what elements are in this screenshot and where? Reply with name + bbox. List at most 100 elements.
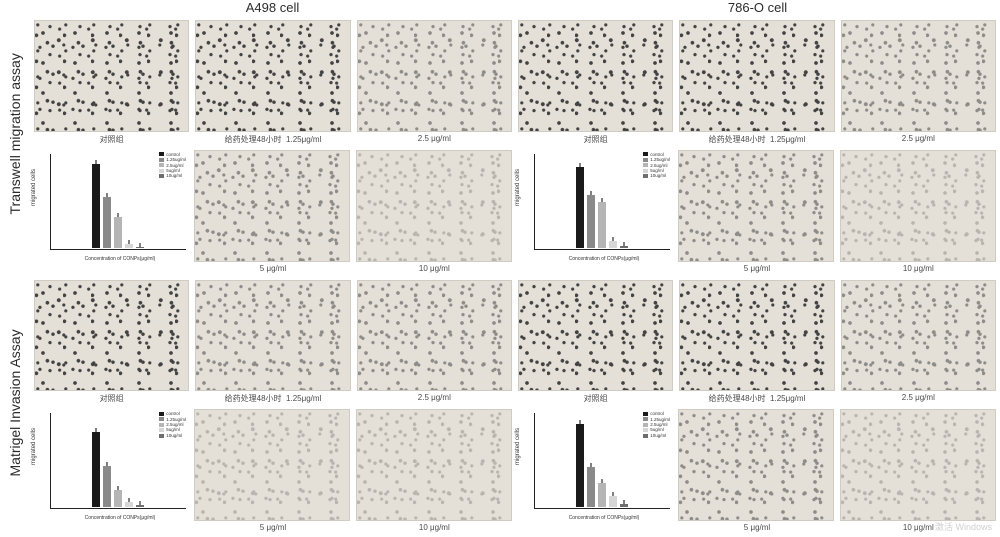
lbl: 10 μg/ml <box>841 264 996 278</box>
chart-invasion-a498: migrated cells Concentration of CONPs(μg… <box>34 409 188 521</box>
migration-labels-r1: 对照组 给药处理48小时 1.25μg/ml 2.5 μg/ml 对照组 给药处… <box>30 134 1000 148</box>
micrograph-a498-mig-1-25 <box>195 20 350 132</box>
migration-row1 <box>30 18 1000 134</box>
micrograph-786o-inv-2-5 <box>841 280 996 392</box>
chart-bar <box>609 496 617 507</box>
micrograph-a498-inv-10 <box>356 409 512 521</box>
lbl: 给药处理48小时 1.25μg/ml <box>679 393 834 407</box>
micrograph-786o-inv-10 <box>840 409 996 521</box>
lbl: 对照组 <box>518 393 673 407</box>
micrograph-786o-inv-5 <box>678 409 834 521</box>
micrograph-786o-mig-1-25 <box>679 20 834 132</box>
chart-bar <box>92 164 100 247</box>
lbl: 给药处理48小时 1.25μg/ml <box>679 134 834 148</box>
micrograph-a498-inv-5 <box>194 409 350 521</box>
lbl: 2.5 μg/ml <box>357 134 512 148</box>
invasion-labels-r1: 对照组 给药处理48小时 1.25μg/ml 2.5 μg/ml 对照组 给药处… <box>30 393 1000 407</box>
col-header-a498: A498 cell <box>30 0 515 18</box>
786o-invasion-r1 <box>518 280 996 392</box>
a498-invasion-r1 <box>34 280 512 392</box>
micrograph-a498-inv-1-25 <box>195 280 350 392</box>
lbl: 给药处理48小时 1.25μg/ml <box>195 134 350 148</box>
chart-ylabel: migrated cells <box>515 169 521 206</box>
chart-bar <box>620 246 628 247</box>
micrograph-786o-mig-control <box>518 20 673 132</box>
chart-bar <box>609 241 617 248</box>
chart-bar <box>125 502 133 507</box>
chart-bar <box>587 467 595 507</box>
lbl: 10 μg/ml <box>841 523 996 537</box>
lbl: 2.5 μg/ml <box>357 393 512 407</box>
invasion-block: 对照组 给药处理48小时 1.25μg/ml 2.5 μg/ml 对照组 给药处… <box>30 278 1000 537</box>
invasion-row2: migrated cells Concentration of CONPs(μg… <box>30 407 1000 523</box>
lbl: 10 μg/ml <box>357 523 512 537</box>
chart-xlabel: Concentration of CONPs(μg/ml) <box>536 256 672 262</box>
micrograph-a498-inv-2-5 <box>357 280 512 392</box>
lbl: 对照组 <box>34 134 189 148</box>
micrograph-a498-mig-2-5 <box>357 20 512 132</box>
chart-bar <box>103 197 111 247</box>
chart-bar <box>114 217 122 247</box>
786o-migration-r2: migrated cells Concentration of CONPs(μg… <box>518 150 996 262</box>
chart-ylabel: migrated cells <box>31 428 37 465</box>
chart-bar <box>598 202 606 248</box>
chart-invasion-786o: migrated cells Concentration of CONPs(μg… <box>518 409 672 521</box>
panels: A498 cell 786-O cell 对照组 <box>30 0 1000 537</box>
lbl: 5 μg/ml <box>195 264 350 278</box>
micrograph-a498-inv-control <box>34 280 189 392</box>
lbl: 10 μg/ml <box>357 264 512 278</box>
migration-row2: migrated cells Concentration of CONPs(μg… <box>30 148 1000 264</box>
micrograph-786o-inv-control <box>518 280 673 392</box>
lbl: 5 μg/ml <box>679 523 834 537</box>
chart-bar <box>576 167 584 247</box>
figure-container: Transwell migration assay Matrigel Invas… <box>0 0 1000 537</box>
lbl: 对照组 <box>34 393 189 407</box>
chart-migration-786o: migrated cells Concentration of CONPs(μg… <box>518 150 672 262</box>
786o-invasion-r2: migrated cells Concentration of CONPs(μg… <box>518 409 996 521</box>
row-labels: Transwell migration assay Matrigel Invas… <box>0 0 30 537</box>
chart-legend: control1.25ug/ml2.5ug/ml5ug/ml10ug/ml <box>159 411 186 438</box>
lbl: 2.5 μg/ml <box>841 393 996 407</box>
lbl: 5 μg/ml <box>679 264 834 278</box>
micrograph-786o-mig-5 <box>678 150 834 262</box>
chart-xlabel: Concentration of CONPs(μg/ml) <box>536 515 672 521</box>
invasion-row1 <box>30 278 1000 394</box>
a498-migration-r1 <box>34 20 512 132</box>
chart-bar <box>136 505 144 507</box>
chart-legend: control1.25ug/ml2.5ug/ml5ug/ml10ug/ml <box>159 152 186 179</box>
chart-bar <box>92 432 100 507</box>
786o-migration-r1 <box>518 20 996 132</box>
micrograph-a498-mig-5 <box>194 150 350 262</box>
chart-migration-a498: migrated cells Concentration of CONPs(μg… <box>34 150 188 262</box>
chart-ylabel: migrated cells <box>31 169 37 206</box>
chart-xlabel: Concentration of CONPs(μg/ml) <box>52 256 188 262</box>
chart-bar <box>598 483 606 507</box>
chart-legend: control1.25ug/ml2.5ug/ml5ug/ml10ug/ml <box>643 152 670 179</box>
a498-invasion-r2: migrated cells Concentration of CONPs(μg… <box>34 409 512 521</box>
chart-ylabel: migrated cells <box>515 428 521 465</box>
chart-bar <box>620 504 628 507</box>
micrograph-a498-mig-10 <box>356 150 512 262</box>
invasion-labels-r2: 5 μg/ml 10 μg/ml 5 μg/ml 10 μg/ml <box>30 523 1000 537</box>
chart-legend: control1.25ug/ml2.5ug/ml5ug/ml10ug/ml <box>643 411 670 438</box>
lbl: 对照组 <box>518 134 673 148</box>
lbl: 2.5 μg/ml <box>841 134 996 148</box>
micrograph-786o-mig-2-5 <box>841 20 996 132</box>
micrograph-786o-mig-10 <box>840 150 996 262</box>
chart-xlabel: Concentration of CONPs(μg/ml) <box>52 515 188 521</box>
column-headers: A498 cell 786-O cell <box>30 0 1000 18</box>
chart-bar <box>125 244 133 247</box>
a498-migration-r2: migrated cells Concentration of CONPs(μg… <box>34 150 512 262</box>
micrograph-a498-mig-control <box>34 20 189 132</box>
chart-bar <box>114 490 122 507</box>
lbl: 5 μg/ml <box>195 523 350 537</box>
row-label-migration: Transwell migration assay <box>0 0 30 269</box>
chart-bar <box>103 466 111 507</box>
migration-block: 对照组 给药处理48小时 1.25μg/ml 2.5 μg/ml 对照组 给药处… <box>30 18 1000 278</box>
chart-bar <box>587 195 595 248</box>
chart-bar <box>576 424 584 507</box>
micrograph-786o-inv-1-25 <box>679 280 834 392</box>
migration-labels-r2: 5 μg/ml 10 μg/ml 5 μg/ml 10 μg/ml <box>30 264 1000 278</box>
row-label-invasion: Matrigel Invasion Assay <box>0 269 30 537</box>
col-header-786o: 786-O cell <box>515 0 1000 18</box>
